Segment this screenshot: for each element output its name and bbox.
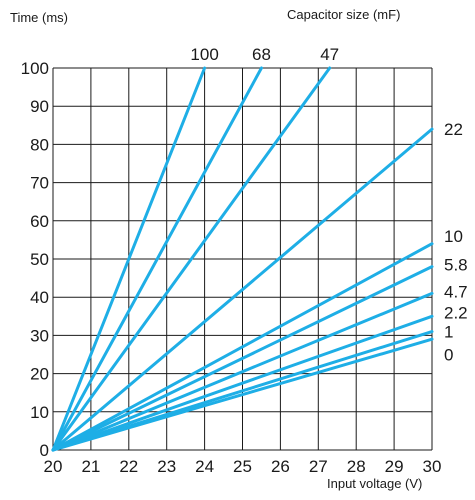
series-line-5.8 xyxy=(51,265,434,452)
series-line-4.7 xyxy=(51,291,434,452)
x-tick-label: 20 xyxy=(44,457,63,476)
x-tick-label: 26 xyxy=(271,457,290,476)
series-line-47 xyxy=(51,66,332,452)
series-label-68: 68 xyxy=(252,45,271,64)
series-line-100 xyxy=(51,66,207,452)
x-tick-label: 24 xyxy=(195,457,214,476)
y-tick-label: 60 xyxy=(30,212,49,231)
series-line-0 xyxy=(51,337,434,452)
series-label-22: 22 xyxy=(444,120,463,139)
series-label-2.2: 2.2 xyxy=(444,303,468,322)
series-label-5.8: 5.8 xyxy=(444,256,468,275)
y-tick-label: 90 xyxy=(30,97,49,116)
x-tick-label: 27 xyxy=(309,457,328,476)
x-tick-label: 21 xyxy=(81,457,100,476)
x-tick-label: 25 xyxy=(233,457,252,476)
series-line-68 xyxy=(51,66,263,452)
series-label-4.7: 4.7 xyxy=(444,282,468,301)
x-tick-label: 29 xyxy=(385,457,404,476)
grid xyxy=(52,67,433,451)
series-line-2.2 xyxy=(51,314,434,452)
series-lines xyxy=(51,66,434,452)
y-tick-label: 10 xyxy=(30,403,49,422)
x-tick-label: 28 xyxy=(347,457,366,476)
x-tick-label: 30 xyxy=(423,457,442,476)
y-tick-label: 20 xyxy=(30,365,49,384)
y-tick-label: 100 xyxy=(21,59,49,78)
y-tick-label: 40 xyxy=(30,288,49,307)
x-axis-title: Input voltage (V) xyxy=(327,476,422,491)
y-tick-label: 70 xyxy=(30,174,49,193)
series-line-10 xyxy=(51,242,434,452)
series-label-0: 0 xyxy=(444,346,453,365)
series-line-22 xyxy=(51,127,434,452)
tick-labels: 20 21 22 23 24 25 26 27 28 29 30 0 10 20 30 40 50 60 70 80 9… xyxy=(21,59,442,476)
x-tick-label: 23 xyxy=(157,457,176,476)
x-tick-label: 22 xyxy=(119,457,138,476)
series-label-10: 10 xyxy=(444,227,463,246)
y-tick-label: 30 xyxy=(30,326,49,345)
y-axis-title: Time (ms) xyxy=(10,10,68,25)
series-label-47: 47 xyxy=(320,45,339,64)
series-label-100: 100 xyxy=(190,45,218,64)
legend-title: Capacitor size (mF) xyxy=(287,7,400,22)
y-tick-label: 0 xyxy=(40,441,49,460)
y-tick-label: 50 xyxy=(30,250,49,269)
series-label-1: 1 xyxy=(444,323,453,342)
y-tick-label: 80 xyxy=(30,135,49,154)
